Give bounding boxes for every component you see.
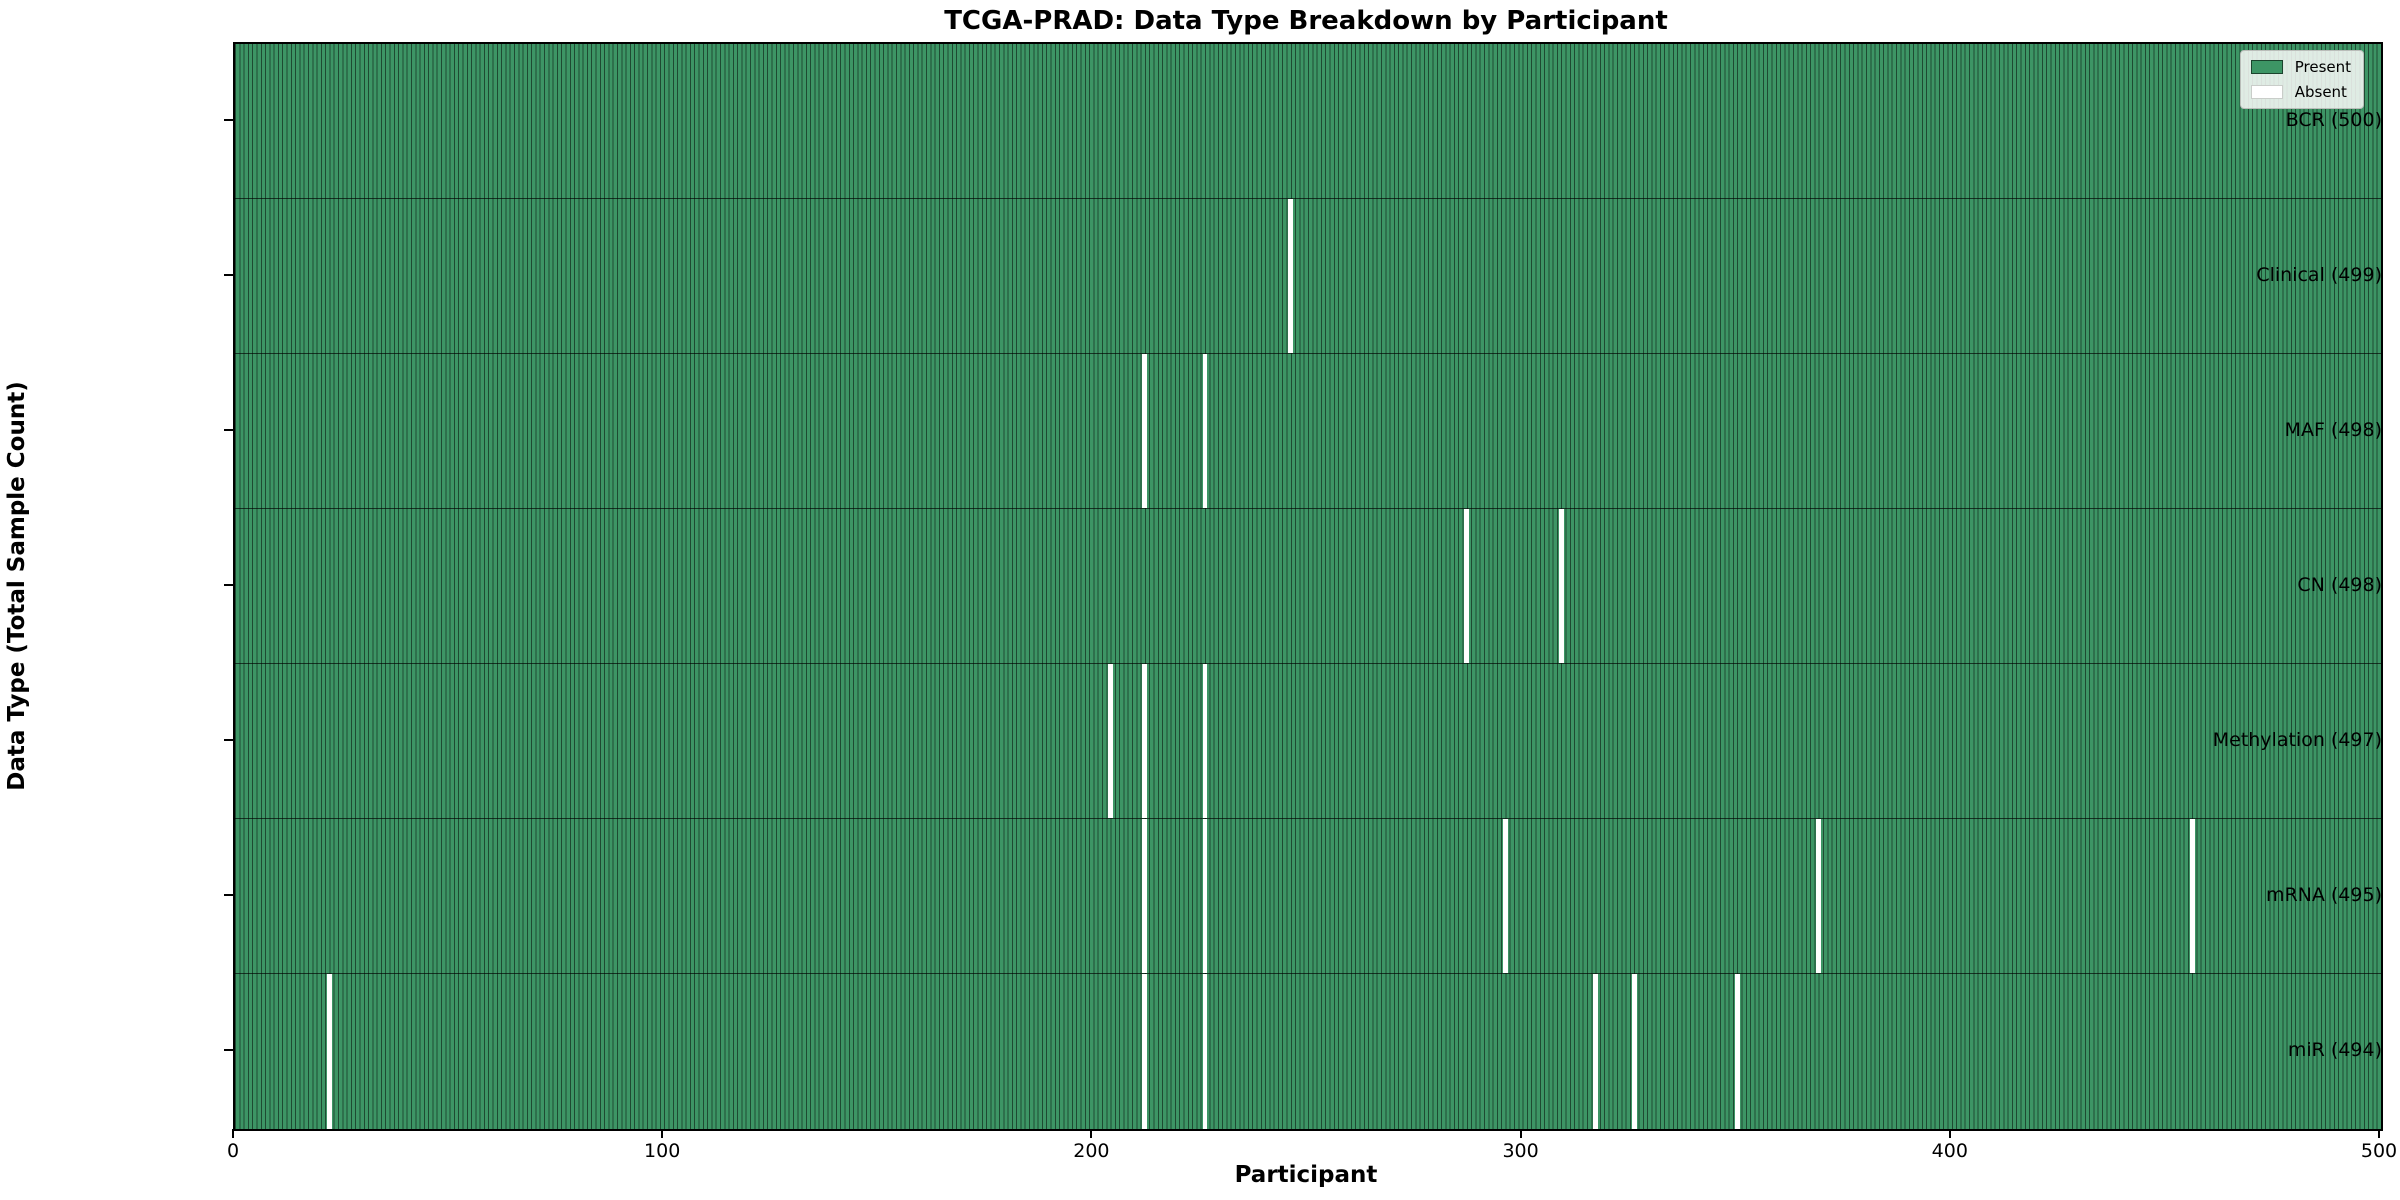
chart-title: TCGA-PRAD: Data Type Breakdown by Partic…: [944, 6, 1668, 36]
y-tick-mark-Methylation: [224, 738, 233, 741]
legend-entry-present: Present: [2250, 58, 2351, 76]
legend: Present Absent: [2239, 50, 2364, 109]
absent-gap-Methylation-212: [1142, 664, 1148, 818]
absent-gap-Methylation-226: [1202, 664, 1208, 818]
y-tick-mark-mRNA: [224, 893, 233, 896]
y-tick-label-mRNA: mRNA (495): [2265, 883, 2382, 906]
y-tick-mark-miR: [224, 1048, 233, 1051]
present-swatch-icon: [2250, 60, 2283, 74]
x-tick-label-500: 500: [2360, 1140, 2398, 1162]
y-tick-label-BCR: BCR (500): [2285, 108, 2382, 131]
y-tick-label-miR: miR (494): [2287, 1038, 2382, 1061]
x-tick-mark-100: [661, 1129, 664, 1138]
y-tick-label-CN: CN (498): [2297, 573, 2382, 596]
row-BCR: [235, 44, 2381, 199]
x-tick-label-200: 200: [1073, 1140, 1110, 1162]
row-Methylation: [235, 664, 2381, 819]
y-tick-mark-Clinical: [224, 273, 233, 276]
absent-gap-CN-287: [1464, 509, 1470, 663]
absent-gap-MAF-212: [1142, 354, 1148, 508]
absent-gap-miR-212: [1142, 974, 1148, 1129]
row-mRNA: [235, 819, 2381, 974]
absent-gap-mRNA-296: [1502, 819, 1508, 973]
absent-gap-mRNA-369: [1816, 819, 1822, 973]
row-miR: [235, 974, 2381, 1129]
absent-gap-miR-226: [1202, 974, 1208, 1129]
y-axis-label: Data Type (Total Sample Count): [4, 381, 30, 791]
absent-gap-CN-309: [1558, 509, 1564, 663]
row-CN: [235, 509, 2381, 664]
absent-gap-MAF-226: [1202, 354, 1208, 508]
absent-gap-mRNA-226: [1202, 819, 1208, 973]
y-tick-mark-CN: [224, 583, 233, 586]
row-Clinical: [235, 199, 2381, 354]
absent-gap-miR-326: [1631, 974, 1637, 1129]
x-tick-label-300: 300: [1502, 1140, 1539, 1162]
y-tick-mark-BCR: [224, 118, 233, 121]
x-tick-mark-400: [1948, 1129, 1951, 1138]
legend-entry-absent: Absent: [2250, 83, 2351, 101]
absent-gap-Clinical-246: [1288, 199, 1294, 353]
absent-gap-Methylation-204: [1108, 664, 1113, 818]
absent-gap-mRNA-456: [2189, 819, 2195, 973]
x-tick-mark-500: [2378, 1129, 2380, 1138]
x-tick-label-100: 100: [644, 1140, 681, 1162]
x-tick-label-400: 400: [1931, 1140, 1968, 1162]
x-tick-mark-200: [1090, 1129, 1093, 1138]
y-tick-label-Methylation: Methylation (497): [2212, 728, 2382, 751]
row-MAF: [235, 354, 2381, 509]
absent-swatch-icon: [2250, 85, 2283, 99]
plot-area: [233, 42, 2383, 1131]
y-tick-label-Clinical: Clinical (499): [2256, 263, 2382, 286]
absent-gap-miR-317: [1593, 974, 1598, 1129]
legend-absent-label: Absent: [2294, 83, 2347, 101]
y-tick-mark-MAF: [224, 428, 233, 431]
absent-gap-mRNA-212: [1142, 819, 1148, 973]
x-tick-mark-0: [232, 1129, 234, 1138]
absent-gap-miR-350: [1734, 974, 1740, 1129]
legend-present-label: Present: [2294, 58, 2351, 76]
x-tick-mark-300: [1519, 1129, 1522, 1138]
absent-gap-miR-22: [326, 974, 332, 1129]
y-tick-label-MAF: MAF (498): [2284, 418, 2382, 441]
x-axis-label: Participant: [1234, 1162, 1378, 1188]
x-tick-label-0: 0: [226, 1140, 240, 1162]
